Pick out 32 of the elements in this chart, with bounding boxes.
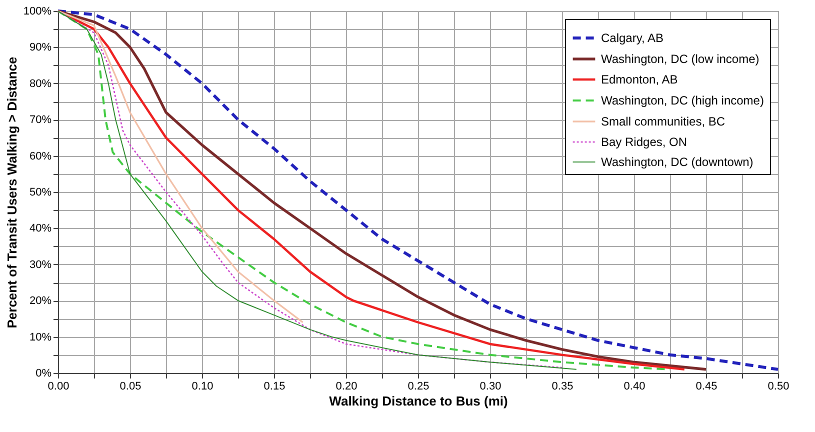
x-tick-label: 0.40 bbox=[624, 380, 646, 392]
legend-label: Edmonton, AB bbox=[601, 72, 678, 86]
x-tick-label: 0.00 bbox=[48, 380, 70, 392]
y-tick-label: 0% bbox=[36, 368, 52, 380]
y-tick-label: 30% bbox=[29, 258, 52, 271]
legend-label: Bay Ridges, ON bbox=[601, 135, 688, 149]
legend-label: Washington, DC (high income) bbox=[601, 94, 764, 108]
x-axis-title: Walking Distance to Bus (mi) bbox=[329, 394, 508, 408]
legend-label: Washington, DC (downtown) bbox=[601, 155, 754, 169]
y-tick-label: 60% bbox=[29, 150, 52, 162]
y-tick-label: 80% bbox=[29, 78, 52, 90]
y-tick-label: 10% bbox=[29, 331, 52, 344]
y-axis-title: Percent of Transit Users Walking > Distance bbox=[4, 56, 20, 328]
x-tick-label: 0.15 bbox=[264, 380, 286, 392]
y-tick-label: 100% bbox=[23, 6, 52, 18]
x-tick-label: 0.05 bbox=[120, 380, 142, 392]
y-tick-label: 40% bbox=[29, 222, 52, 235]
legend-label: Washington, DC (low income) bbox=[601, 52, 760, 66]
x-tick-label: 0.25 bbox=[408, 380, 430, 392]
y-tick-label: 20% bbox=[29, 295, 52, 308]
y-tick-label: 90% bbox=[29, 42, 52, 54]
legend-label: Small communities, BC bbox=[601, 114, 726, 128]
x-tick-label: 0.45 bbox=[696, 380, 718, 392]
x-tick-label: 0.30 bbox=[480, 380, 502, 392]
x-tick-label: 0.50 bbox=[768, 380, 790, 392]
legend-label: Calgary, AB bbox=[601, 31, 664, 45]
y-tick-label: 50% bbox=[29, 186, 52, 198]
x-tick-label: 0.35 bbox=[552, 380, 574, 392]
x-tick-label: 0.10 bbox=[192, 380, 214, 392]
line-series bbox=[57, 10, 304, 324]
y-tick-label: 70% bbox=[29, 114, 52, 126]
x-tick-label: 0.20 bbox=[336, 380, 358, 392]
